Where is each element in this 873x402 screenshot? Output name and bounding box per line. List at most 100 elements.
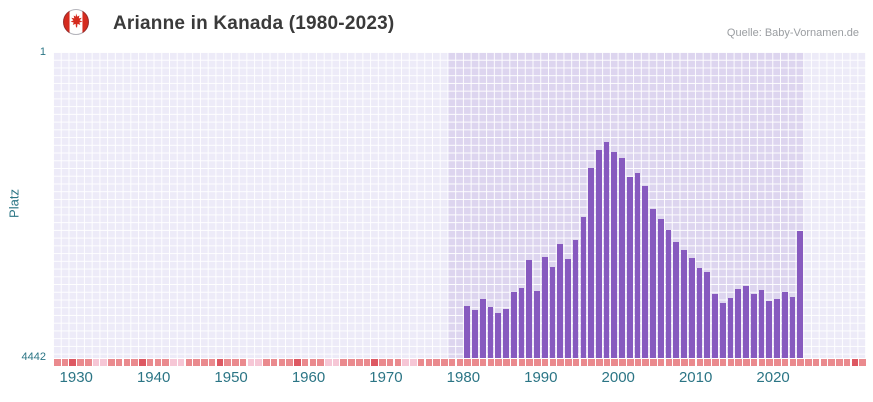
bar-1988[interactable]	[526, 260, 533, 358]
axis-strip-cell	[634, 359, 642, 366]
axis-strip-cell	[750, 359, 758, 366]
axis-strip-cell	[201, 359, 208, 366]
bar-2012[interactable]	[712, 294, 718, 358]
bar-1982[interactable]	[479, 298, 486, 358]
bar-1980[interactable]	[464, 306, 471, 358]
axis-strip-cell	[115, 359, 123, 366]
axis-strip-cell	[332, 359, 340, 366]
axis-strip-cell	[394, 359, 402, 366]
axis-strip-cell	[108, 359, 115, 366]
axis-strip-cell	[650, 359, 657, 366]
bar-1999[interactable]	[611, 151, 618, 358]
axis-strip-cell	[325, 359, 332, 366]
bar-2021[interactable]	[781, 291, 788, 358]
bar-1987[interactable]	[518, 287, 525, 358]
y-axis-max-label: 1	[39, 46, 46, 58]
bar-1986[interactable]	[510, 291, 517, 358]
bar-2013[interactable]	[719, 302, 726, 358]
bar-1983[interactable]	[487, 306, 494, 358]
bar-2002[interactable]	[634, 173, 641, 358]
y-axis-min-label: 4442	[21, 351, 46, 363]
axis-strip-cell	[317, 359, 324, 366]
bar-2023[interactable]	[797, 231, 804, 358]
x-tick-label: 1980	[446, 369, 481, 386]
axis-strip-cell	[464, 359, 471, 366]
bar-2022[interactable]	[789, 297, 796, 358]
axis-strip-cell	[719, 359, 727, 366]
bar-2007[interactable]	[673, 242, 680, 358]
bar-2006[interactable]	[665, 229, 672, 358]
axis-strip-cell	[131, 359, 138, 366]
axis-strip-cell	[208, 359, 216, 366]
bar-1984[interactable]	[495, 313, 502, 358]
axis-strip-cell	[549, 359, 557, 366]
bar-2000[interactable]	[619, 158, 625, 358]
axis-strip-cell	[402, 359, 409, 366]
axis-strip-cell	[572, 359, 580, 366]
bar-1990[interactable]	[541, 257, 548, 358]
axis-strip-cell	[758, 359, 766, 366]
bar-1993[interactable]	[565, 258, 571, 358]
x-axis-tick-labels: 1930 1940 1950 1960 1970 1980 1990 2000 2010 2020	[53, 369, 866, 391]
bar-1991[interactable]	[549, 266, 556, 358]
bar-1981[interactable]	[472, 309, 478, 358]
bar-2015[interactable]	[735, 288, 742, 358]
bar-1995[interactable]	[580, 216, 587, 358]
bar-1997[interactable]	[596, 149, 602, 358]
bar-2005[interactable]	[657, 218, 664, 358]
axis-strip-cell	[836, 359, 843, 366]
bar-2019[interactable]	[766, 300, 773, 358]
axis-strip-cell	[154, 359, 162, 366]
axis-strip-cell	[448, 359, 456, 366]
axis-strip-cell	[611, 359, 619, 366]
axis-strip-cell	[812, 359, 820, 366]
axis-strip-cell	[503, 359, 510, 366]
axis-strip-cell	[146, 359, 154, 366]
bar-2003[interactable]	[642, 185, 649, 358]
bar-2011[interactable]	[704, 271, 711, 358]
bar-2018[interactable]	[758, 290, 765, 358]
bar-2017[interactable]	[750, 294, 757, 358]
bar-2001[interactable]	[626, 177, 633, 358]
axis-strip-cell	[805, 359, 812, 366]
bar-1985[interactable]	[503, 308, 509, 358]
axis-strip-cell	[596, 359, 603, 366]
axis-strip-cell	[294, 359, 301, 366]
axis-strip-cell	[789, 359, 797, 366]
axis-strip-cell	[603, 359, 611, 366]
bar-2016[interactable]	[743, 285, 749, 358]
bar-2010[interactable]	[696, 267, 703, 358]
bar-2014[interactable]	[727, 297, 734, 358]
axis-strip-cell	[371, 359, 378, 366]
bar-1996[interactable]	[588, 167, 594, 358]
axis-strip-cell	[386, 359, 394, 366]
axis-strip-cell	[340, 359, 348, 366]
axis-strip-cell	[781, 359, 789, 366]
bar-1998[interactable]	[603, 142, 610, 358]
x-tick-label: 2020	[756, 369, 790, 386]
bar-1994[interactable]	[572, 240, 579, 358]
bar-2020[interactable]	[774, 298, 780, 358]
axis-strip-cell	[185, 359, 193, 366]
axis-strip-cell	[410, 359, 417, 366]
bar-2008[interactable]	[681, 249, 687, 358]
x-axis-strip	[53, 359, 866, 366]
axis-strip-cell	[270, 359, 278, 366]
axis-strip-cell	[673, 359, 680, 366]
axis-strip-cell	[286, 359, 293, 366]
axis-strip-cell	[247, 359, 255, 366]
bar-1992[interactable]	[557, 244, 563, 358]
axis-strip-cell	[123, 359, 131, 366]
axis-strip-cell	[588, 359, 595, 366]
axis-strip-cell	[534, 359, 541, 366]
bar-2009[interactable]	[688, 257, 695, 358]
axis-strip-cell	[239, 359, 247, 366]
axis-strip-cell	[100, 359, 107, 366]
bar-1989[interactable]	[534, 291, 540, 358]
axis-strip-cell	[626, 359, 634, 366]
bar-2004[interactable]	[650, 209, 656, 358]
axis-strip-cell	[479, 359, 487, 366]
axis-strip-cell	[704, 359, 711, 366]
axis-strip-cell	[232, 359, 239, 366]
source-attribution: Quelle: Baby-Vornamen.de	[726, 27, 859, 39]
